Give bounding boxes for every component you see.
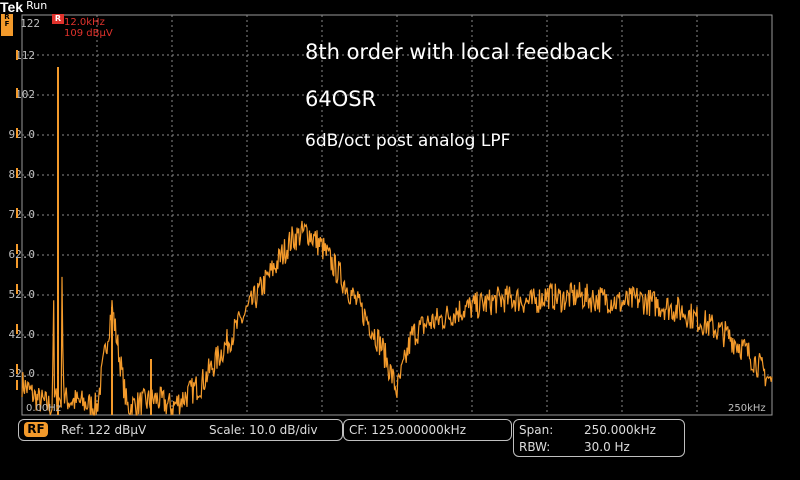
center-frequency-box[interactable]: CF: 125.000000kHz bbox=[343, 419, 512, 441]
y-label-72: 72.0 bbox=[8, 208, 36, 221]
tick-mark bbox=[16, 364, 18, 374]
spectrum-display[interactable] bbox=[0, 0, 800, 418]
marker-flag[interactable]: R bbox=[52, 14, 64, 24]
rf-badge[interactable]: RF bbox=[24, 422, 48, 437]
span-value[interactable]: 250.000kHz bbox=[584, 423, 656, 437]
start-frequency-label: 0.00Hz bbox=[26, 403, 62, 414]
y-label-112: 112 bbox=[15, 49, 35, 62]
y-label-52: 52.0 bbox=[8, 288, 36, 301]
spectrum-trace bbox=[21, 220, 773, 416]
brand-header: Tek Run bbox=[0, 0, 47, 14]
brand-logo: Tek bbox=[0, 0, 24, 15]
tick-mark bbox=[16, 244, 18, 254]
rf-channel-tab[interactable]: R F bbox=[1, 14, 13, 36]
tick-mark bbox=[16, 284, 18, 294]
tick-mark bbox=[16, 208, 18, 218]
left-tick-strip bbox=[0, 0, 22, 415]
y-label-122: 122 bbox=[20, 17, 40, 30]
tick-mark bbox=[16, 168, 18, 178]
tick-mark bbox=[16, 380, 18, 390]
rf-tab-letter-f: F bbox=[4, 20, 10, 28]
annotation-line-2: 64OSR bbox=[305, 87, 377, 111]
annotation-line-1: 8th order with local feedback bbox=[305, 40, 613, 64]
reference-level[interactable]: Ref: 122 dBµV bbox=[61, 423, 147, 437]
y-label-62: 62.0 bbox=[8, 248, 36, 261]
tick-mark bbox=[16, 50, 18, 60]
span-rbw-box[interactable]: Span: 250.000kHz RBW: 30.0 Hz bbox=[513, 419, 685, 457]
tick-mark bbox=[16, 88, 18, 98]
marker-readout: 12.0kHz 109 dBµV bbox=[64, 17, 113, 39]
y-label-82: 82.0 bbox=[8, 168, 36, 181]
tick-mark bbox=[16, 258, 18, 268]
rf-settings-bar[interactable]: RF Ref: 122 dBµV Scale: 10.0 dB/div bbox=[18, 419, 343, 441]
marker-level: 109 dBµV bbox=[64, 28, 113, 39]
y-label-102: 102 bbox=[15, 88, 35, 101]
run-state-indicator[interactable]: Run bbox=[26, 0, 48, 12]
rf-tab-letter-r: R bbox=[4, 13, 10, 21]
y-label-42: 42.0 bbox=[8, 328, 36, 341]
span-label: Span: bbox=[519, 423, 554, 437]
rbw-label: RBW: bbox=[519, 440, 551, 454]
rbw-value[interactable]: 30.0 Hz bbox=[584, 440, 630, 454]
vertical-scale[interactable]: Scale: 10.0 dB/div bbox=[209, 423, 318, 437]
tick-mark bbox=[16, 128, 18, 138]
center-frequency[interactable]: CF: 125.000000kHz bbox=[349, 423, 467, 437]
annotation-line-3: 6dB/oct post analog LPF bbox=[305, 131, 511, 151]
tick-mark bbox=[16, 324, 18, 334]
marker-frequency: 12.0kHz bbox=[64, 17, 105, 28]
y-label-32: 32.0 bbox=[8, 367, 36, 380]
stop-frequency-label: 250kHz bbox=[728, 403, 766, 414]
y-label-92: 92.0 bbox=[8, 128, 36, 141]
